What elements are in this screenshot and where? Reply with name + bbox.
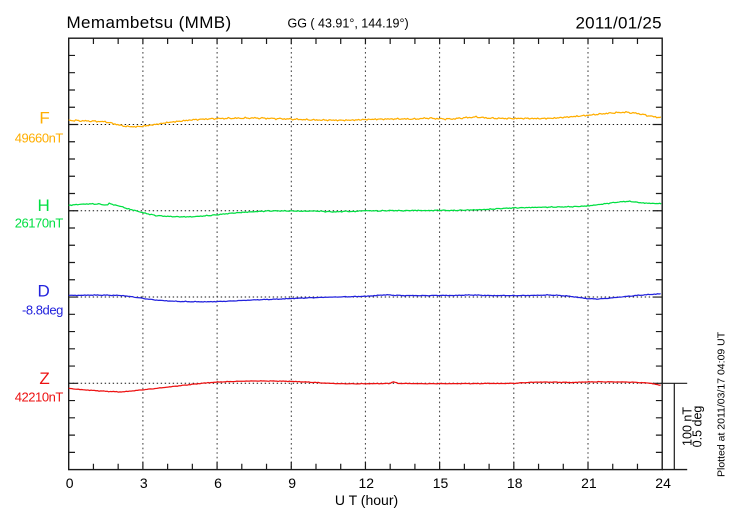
svg-text:F: F — [39, 109, 49, 128]
svg-text:18: 18 — [507, 475, 523, 491]
svg-text:0: 0 — [66, 475, 74, 491]
svg-text:D: D — [38, 282, 50, 301]
svg-text:U T (hour): U T (hour) — [335, 492, 398, 508]
svg-text:Z: Z — [39, 369, 49, 388]
svg-text:26170nT: 26170nT — [15, 216, 64, 231]
svg-text:GG ( 43.91°, 144.19°): GG ( 43.91°, 144.19°) — [288, 17, 409, 31]
svg-text:9: 9 — [288, 475, 296, 491]
svg-text:12: 12 — [359, 475, 375, 491]
svg-text:Plotted at 2011/03/17 04:09 UT: Plotted at 2011/03/17 04:09 UT — [716, 331, 728, 477]
svg-text:0.5 deg: 0.5 deg — [691, 406, 705, 448]
svg-text:21: 21 — [581, 475, 597, 491]
svg-text:15: 15 — [433, 475, 449, 491]
svg-text:Memambetsu (MMB): Memambetsu (MMB) — [67, 13, 232, 32]
svg-text:3: 3 — [140, 475, 148, 491]
svg-text:2011/01/25: 2011/01/25 — [575, 13, 661, 32]
svg-text:49660nT: 49660nT — [15, 130, 64, 145]
svg-text:100 nT: 100 nT — [681, 407, 695, 446]
svg-text:24: 24 — [655, 475, 671, 491]
svg-text:6: 6 — [214, 475, 222, 491]
svg-text:H: H — [38, 196, 50, 215]
svg-text:42210nT: 42210nT — [15, 390, 64, 405]
svg-text:-8.8deg: -8.8deg — [22, 302, 63, 317]
